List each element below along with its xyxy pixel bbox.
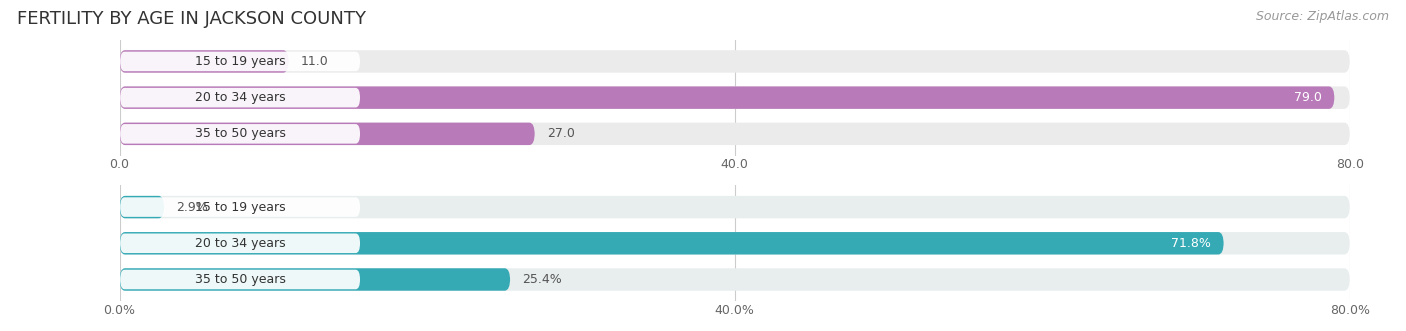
Text: 20 to 34 years: 20 to 34 years xyxy=(195,91,285,104)
FancyBboxPatch shape xyxy=(120,196,1350,218)
Text: 25.4%: 25.4% xyxy=(523,273,562,286)
FancyBboxPatch shape xyxy=(120,232,1223,255)
FancyBboxPatch shape xyxy=(120,86,1350,109)
Text: 35 to 50 years: 35 to 50 years xyxy=(194,127,285,140)
Text: 15 to 19 years: 15 to 19 years xyxy=(195,55,285,68)
Text: 35 to 50 years: 35 to 50 years xyxy=(194,273,285,286)
FancyBboxPatch shape xyxy=(120,122,1350,145)
FancyBboxPatch shape xyxy=(120,124,360,144)
FancyBboxPatch shape xyxy=(120,86,1334,109)
Text: 71.8%: 71.8% xyxy=(1171,237,1212,250)
Text: 2.9%: 2.9% xyxy=(176,201,208,213)
FancyBboxPatch shape xyxy=(120,50,288,73)
FancyBboxPatch shape xyxy=(120,268,1350,291)
FancyBboxPatch shape xyxy=(120,196,165,218)
FancyBboxPatch shape xyxy=(120,268,510,291)
Text: Source: ZipAtlas.com: Source: ZipAtlas.com xyxy=(1256,10,1389,23)
Text: 15 to 19 years: 15 to 19 years xyxy=(195,201,285,213)
FancyBboxPatch shape xyxy=(120,50,1350,73)
Text: 11.0: 11.0 xyxy=(301,55,329,68)
FancyBboxPatch shape xyxy=(120,270,360,289)
Text: 27.0: 27.0 xyxy=(547,127,575,140)
Text: 20 to 34 years: 20 to 34 years xyxy=(195,237,285,250)
Text: FERTILITY BY AGE IN JACKSON COUNTY: FERTILITY BY AGE IN JACKSON COUNTY xyxy=(17,10,366,28)
FancyBboxPatch shape xyxy=(120,52,360,71)
FancyBboxPatch shape xyxy=(120,197,360,217)
FancyBboxPatch shape xyxy=(120,88,360,108)
FancyBboxPatch shape xyxy=(120,233,360,253)
FancyBboxPatch shape xyxy=(120,232,1350,255)
FancyBboxPatch shape xyxy=(120,122,534,145)
Text: 79.0: 79.0 xyxy=(1294,91,1322,104)
